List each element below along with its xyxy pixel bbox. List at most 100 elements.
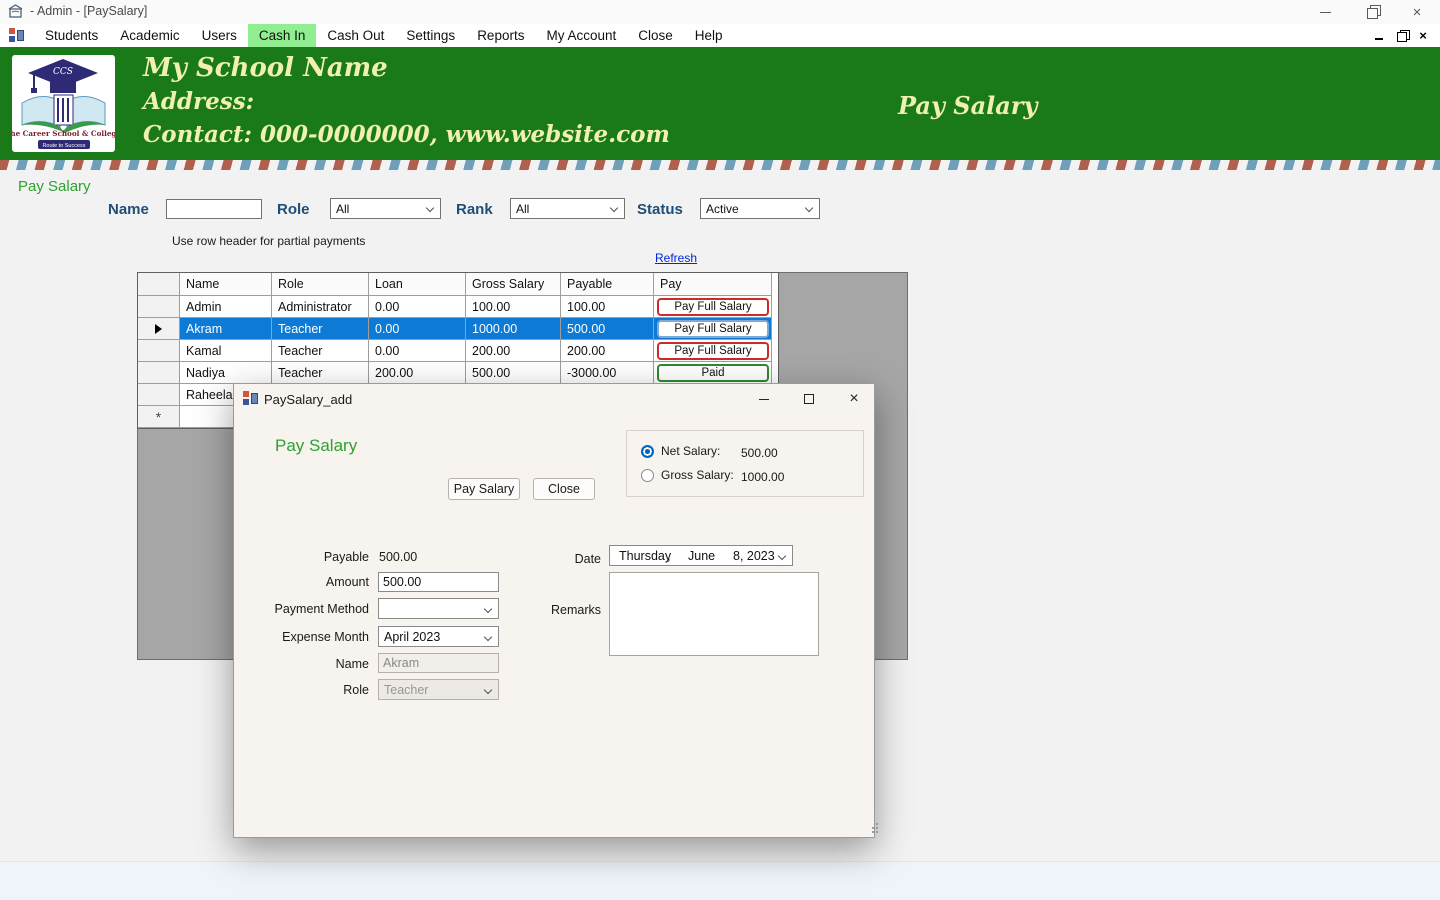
menu-users[interactable]: Users	[201, 28, 237, 43]
amount-input[interactable]	[378, 572, 499, 592]
payment-method-label: Payment Method	[274, 602, 370, 616]
logo-slogan: Route to Success	[42, 143, 85, 149]
menu-academic[interactable]: Academic	[120, 28, 180, 43]
chevron-down-icon	[804, 203, 814, 213]
status-filter-label: Status	[637, 201, 683, 218]
pay-full-salary-button[interactable]: Pay Full Salary	[657, 342, 769, 360]
status-filter-select[interactable]: Active	[700, 198, 820, 219]
school-name: My School Name	[143, 53, 388, 83]
chevron-down-icon	[777, 551, 787, 561]
remarks-textarea[interactable]	[609, 572, 819, 656]
net-salary-radio-row[interactable]: Net Salary:	[641, 444, 720, 458]
menu-settings[interactable]: Settings	[406, 28, 456, 43]
new-row-header-cell[interactable]: *	[138, 406, 180, 428]
net-salary-value: 500.00	[741, 446, 778, 460]
chevron-down-icon	[609, 203, 619, 213]
pay-full-salary-button[interactable]: Pay Full Salary	[657, 320, 769, 338]
window-title: - Admin - [PaySalary]	[30, 4, 148, 18]
expense-month-label: Expense Month	[282, 630, 369, 644]
chevron-down-icon	[483, 632, 493, 642]
row-header-cell-current[interactable]	[138, 318, 180, 340]
menu-close[interactable]: Close	[638, 28, 673, 43]
logo-cap-text: CCS	[53, 67, 73, 77]
dialog-maximize-button[interactable]	[787, 384, 831, 414]
row-header-cell[interactable]	[138, 273, 180, 296]
page-title: Pay Salary	[18, 178, 91, 195]
resize-grip[interactable]	[868, 831, 870, 833]
menu-students[interactable]: Students	[45, 28, 99, 43]
current-row-arrow-icon	[155, 323, 162, 334]
role-filter-label: Role	[277, 201, 310, 218]
rank-filter-select[interactable]: All	[510, 198, 625, 219]
dialog-form-icon	[243, 391, 258, 406]
menu-my-account[interactable]: My Account	[546, 28, 617, 43]
name-filter-label: Name	[108, 201, 149, 218]
dialog-heading: Pay Salary	[275, 436, 358, 455]
row-header-cell[interactable]	[138, 296, 180, 318]
menu-cash-out[interactable]: Cash Out	[327, 28, 385, 43]
gross-salary-radio[interactable]	[641, 468, 654, 482]
mdi-minimize-button[interactable]	[1368, 32, 1390, 40]
close-button[interactable]: ×	[1412, 3, 1422, 21]
table-row-selected[interactable]: Akram Teacher 0.00 1000.00 500.00 Pay Fu…	[138, 318, 778, 340]
payable-label: Payable	[323, 550, 369, 564]
name-filter-input[interactable]	[166, 199, 262, 219]
partial-payment-hint: Use row header for partial payments	[172, 234, 366, 248]
refresh-link[interactable]: Refresh	[655, 251, 698, 265]
remarks-label: Remarks	[550, 603, 601, 617]
gross-salary-radio-row[interactable]: Gross Salary:	[641, 468, 734, 482]
menu-cash-in[interactable]: Cash In	[247, 24, 317, 47]
menu-bar: Students Academic Users Cash In Cash Out…	[0, 24, 1440, 47]
employee-name-input	[378, 653, 499, 673]
date-picker[interactable]: Thursday , June 8, 2023	[609, 545, 793, 566]
col-payable[interactable]: Payable	[561, 273, 654, 296]
paid-button[interactable]: Paid	[657, 364, 769, 382]
payment-method-select[interactable]	[378, 598, 499, 619]
amount-label: Amount	[325, 575, 369, 589]
mdi-close-button[interactable]: ×	[1419, 28, 1427, 43]
col-name[interactable]: Name	[180, 273, 272, 296]
dialog-minimize-button[interactable]	[742, 384, 786, 414]
col-pay[interactable]: Pay	[654, 273, 772, 296]
close-dialog-button[interactable]: Close	[533, 478, 595, 500]
school-address: Address:	[143, 88, 255, 115]
expense-month-select[interactable]: April 2023	[378, 626, 499, 647]
pay-full-salary-button[interactable]: Pay Full Salary	[657, 298, 769, 316]
col-role[interactable]: Role	[272, 273, 369, 296]
table-row[interactable]: Kamal Teacher 0.00 200.00 200.00 Pay Ful…	[138, 340, 778, 362]
restore-button[interactable]	[1348, 0, 1394, 24]
gross-salary-value: 1000.00	[741, 470, 785, 484]
menu-help[interactable]: Help	[694, 28, 723, 43]
employee-name-label: Name	[335, 657, 369, 671]
row-header-cell[interactable]	[138, 362, 180, 384]
col-loan[interactable]: Loan	[369, 273, 466, 296]
taskbar: Search b	[0, 861, 1440, 900]
decorative-stripe-divider	[0, 160, 1440, 170]
pay-salary-button[interactable]: Pay Salary	[448, 478, 520, 500]
row-header-cell[interactable]	[138, 384, 180, 406]
table-row[interactable]: Admin Administrator 0.00 100.00 100.00 P…	[138, 296, 778, 318]
dialog-titlebar[interactable]: PaySalary_add ×	[234, 384, 874, 414]
school-logo: CCS The Career School & College Route to…	[12, 55, 115, 152]
payable-value: 500.00	[379, 550, 418, 564]
app-book-icon	[8, 4, 23, 18]
role-filter-select[interactable]: All	[330, 198, 441, 219]
net-salary-radio[interactable]	[641, 444, 654, 458]
dialog-close-icon[interactable]: ×	[849, 390, 859, 407]
menu-reports[interactable]: Reports	[477, 28, 525, 43]
minimize-button[interactable]	[1302, 0, 1348, 24]
row-header-cell[interactable]	[138, 340, 180, 362]
col-gross-salary[interactable]: Gross Salary	[466, 273, 561, 296]
employee-role-label: Role	[343, 683, 369, 697]
dialog-title: PaySalary_add	[264, 392, 353, 407]
banner-page-title: Pay Salary	[898, 91, 1038, 120]
salary-type-groupbox: Net Salary: 500.00 Gross Salary: 1000.00	[626, 430, 864, 497]
school-contact: Contact: 000-0000000, www.website.com	[143, 121, 670, 148]
chevron-down-icon	[425, 203, 435, 213]
mdi-restore-button[interactable]	[1390, 29, 1412, 42]
table-row[interactable]: Nadiya Teacher 200.00 500.00 -3000.00 Pa…	[138, 362, 778, 384]
employee-role-select: Teacher	[378, 679, 499, 700]
date-label: Date	[574, 552, 601, 566]
table-header-row: Name Role Loan Gross Salary Payable Pay	[138, 273, 778, 296]
